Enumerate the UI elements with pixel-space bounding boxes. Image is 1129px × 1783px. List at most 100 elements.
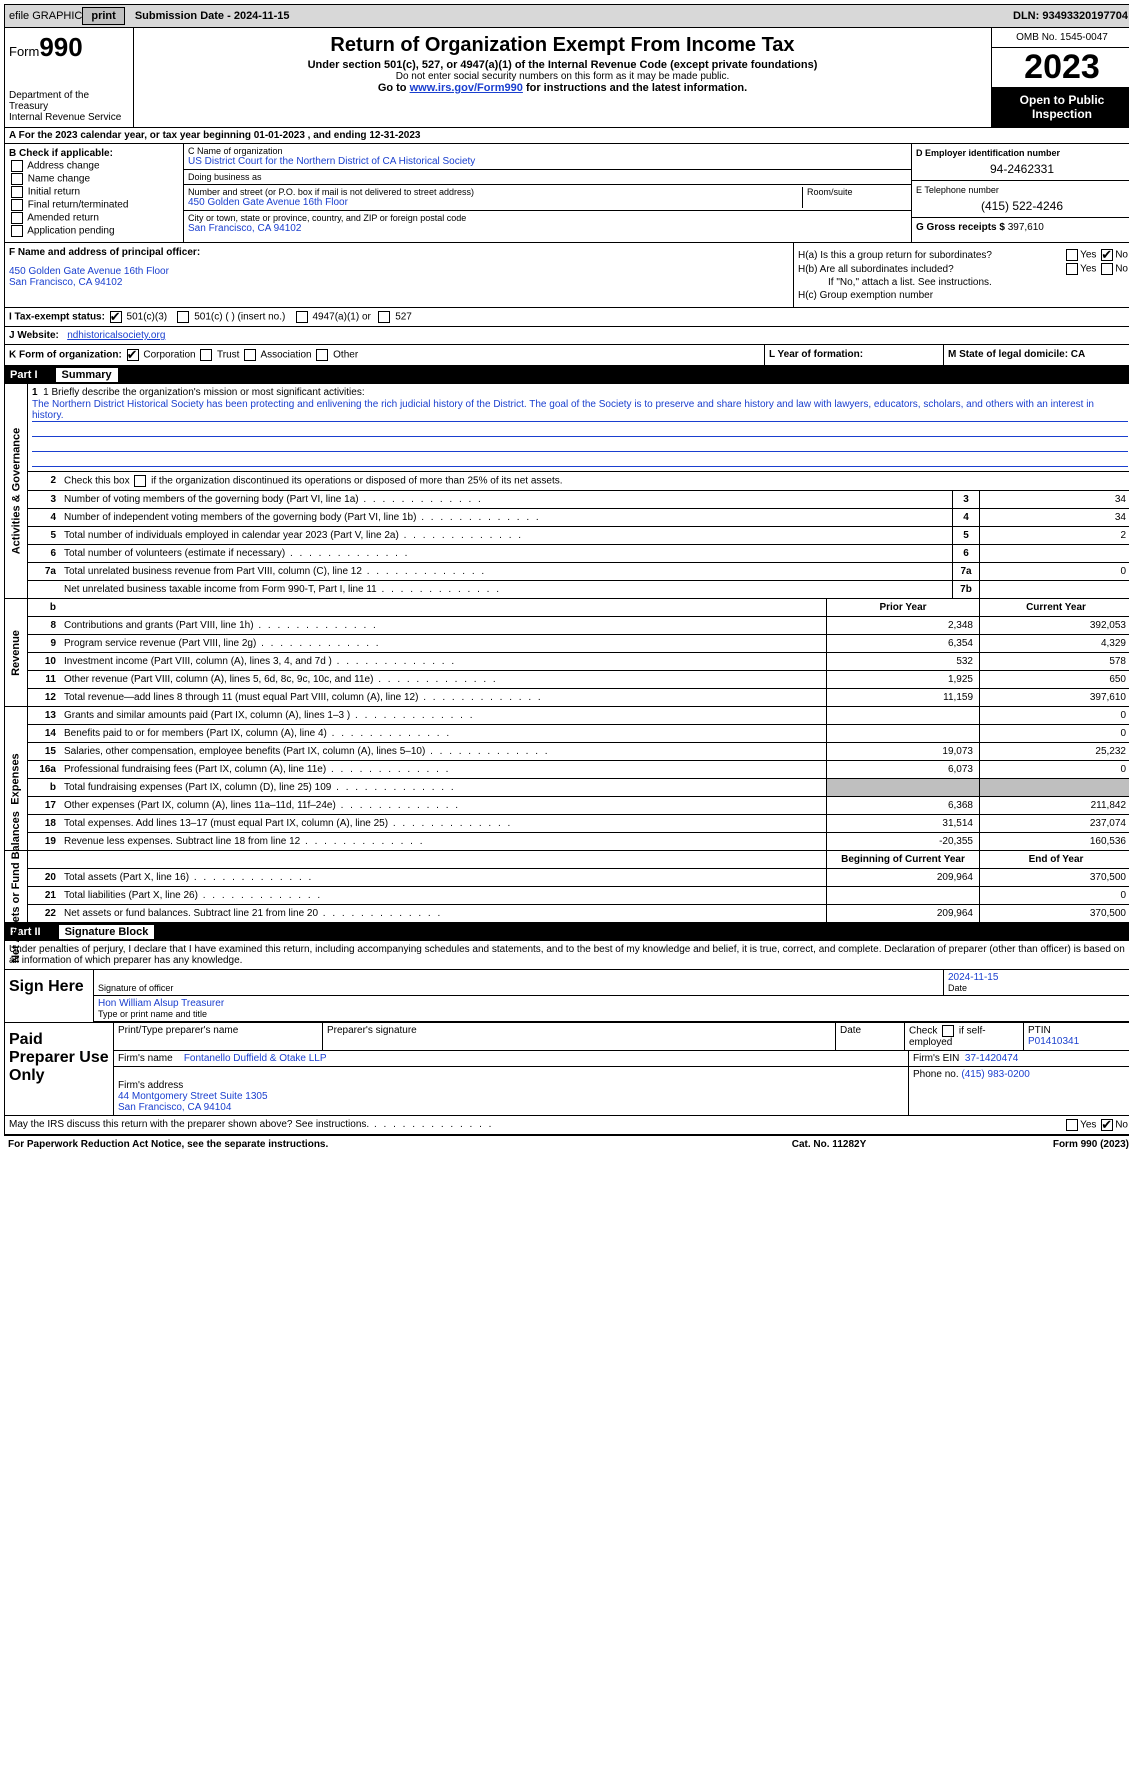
sign-here-label: Sign Here bbox=[5, 970, 94, 1022]
table-row: 4Number of independent voting members of… bbox=[28, 509, 1129, 527]
table-row: Net unrelated business taxable income fr… bbox=[28, 581, 1129, 598]
part2-header: Part II Signature Block bbox=[4, 923, 1129, 941]
table-row: 22Net assets or fund balances. Subtract … bbox=[28, 905, 1129, 922]
table-row: 14Benefits paid to or for members (Part … bbox=[28, 725, 1129, 743]
chk-amended-return[interactable]: Amended return bbox=[9, 212, 179, 224]
ha-yesno[interactable]: Yes No bbox=[1064, 249, 1128, 261]
irs-link[interactable]: www.irs.gov/Form990 bbox=[410, 82, 523, 94]
officer-addr1: 450 Golden Gate Avenue 16th Floor bbox=[9, 266, 789, 277]
chk-501c3[interactable] bbox=[110, 311, 122, 323]
col-b-checkboxes: B Check if applicable: Address change Na… bbox=[5, 144, 184, 242]
chk-discontinued[interactable] bbox=[134, 475, 146, 487]
sig-date-label: Date bbox=[948, 983, 1128, 993]
block-j-website: J Website: ndhistoricalsociety.org bbox=[4, 327, 1129, 345]
table-row: 9Program service revenue (Part VIII, lin… bbox=[28, 635, 1129, 653]
hdr-prior-year: Prior Year bbox=[826, 599, 979, 616]
sig-officer-label: Signature of officer bbox=[98, 983, 939, 993]
form-title: Return of Organization Exempt From Incom… bbox=[138, 34, 987, 57]
paperwork-notice: For Paperwork Reduction Act Notice, see … bbox=[8, 1139, 729, 1150]
prep-name-label: Print/Type preparer's name bbox=[114, 1023, 323, 1050]
hb-note: If "No," attach a list. See instructions… bbox=[798, 277, 1128, 288]
website-link[interactable]: ndhistoricalsociety.org bbox=[67, 330, 165, 341]
line2-desc: Check this box Check this box if the org… bbox=[60, 472, 1129, 490]
chk-name-change[interactable]: Name change bbox=[9, 173, 179, 185]
firm-name-label: Firm's name bbox=[118, 1053, 173, 1064]
prep-sig-label: Preparer's signature bbox=[323, 1023, 836, 1050]
chk-assoc[interactable] bbox=[244, 349, 256, 361]
table-row: 7aTotal unrelated business revenue from … bbox=[28, 563, 1129, 581]
signature-block: Under penalties of perjury, I declare th… bbox=[4, 941, 1129, 1135]
ein-label: D Employer identification number bbox=[916, 148, 1060, 158]
prep-selfemp[interactable]: Check if self-employed bbox=[905, 1023, 1024, 1050]
gross-label: G Gross receipts $ bbox=[916, 222, 1005, 233]
chk-final-return[interactable]: Final return/terminated bbox=[9, 199, 179, 211]
chk-527[interactable] bbox=[378, 311, 390, 323]
vtab-rev: Revenue bbox=[10, 630, 22, 676]
paid-preparer-label: Paid Preparer Use Only bbox=[5, 1023, 114, 1115]
prep-date-label: Date bbox=[836, 1023, 905, 1050]
sig-date: 2024-11-15 bbox=[948, 972, 1128, 983]
table-row: 20Total assets (Part X, line 16)209,9643… bbox=[28, 869, 1129, 887]
part1-header: Part I Summary bbox=[4, 366, 1129, 384]
submission-date: Submission Date - 2024-11-15 bbox=[135, 10, 290, 22]
form-header: Form990 Department of the Treasury Inter… bbox=[4, 28, 1129, 128]
section-net-assets: Net Assets or Fund Balances Beginning of… bbox=[4, 851, 1129, 923]
table-row: 17Other expenses (Part IX, column (A), l… bbox=[28, 797, 1129, 815]
page-footer: For Paperwork Reduction Act Notice, see … bbox=[4, 1135, 1129, 1153]
table-row: 11Other revenue (Part VIII, column (A), … bbox=[28, 671, 1129, 689]
chk-501c[interactable] bbox=[177, 311, 189, 323]
section-activities-governance: Activities & Governance 1 1 Briefly desc… bbox=[4, 384, 1129, 599]
city-value: San Francisco, CA 94102 bbox=[188, 223, 907, 234]
table-row: bTotal fundraising expenses (Part IX, co… bbox=[28, 779, 1129, 797]
row-a-period: A For the 2023 calendar year, or tax yea… bbox=[4, 128, 1129, 144]
col-c-org-info: C Name of organization US District Court… bbox=[184, 144, 911, 242]
chk-address-change[interactable]: Address change bbox=[9, 160, 179, 172]
table-row: 16aProfessional fundraising fees (Part I… bbox=[28, 761, 1129, 779]
chk-corp[interactable] bbox=[127, 349, 139, 361]
subtitle-1: Under section 501(c), 527, or 4947(a)(1)… bbox=[138, 59, 987, 71]
hb-label: H(b) Are all subordinates included? bbox=[798, 264, 1064, 275]
ptin-label: PTIN bbox=[1028, 1025, 1128, 1036]
city-label: City or town, state or province, country… bbox=[188, 213, 907, 223]
firm-addr: 44 Montgomery Street Suite 1305 San Fran… bbox=[118, 1091, 268, 1113]
mission-text: The Northern District Historical Society… bbox=[32, 399, 1128, 422]
chk-initial-return[interactable]: Initial return bbox=[9, 186, 179, 198]
chk-app-pending[interactable]: Application pending bbox=[9, 225, 179, 237]
table-row: 6Total number of volunteers (estimate if… bbox=[28, 545, 1129, 563]
hb-yesno[interactable]: Yes No bbox=[1064, 263, 1128, 275]
phone-label: Phone no. bbox=[913, 1069, 959, 1080]
ptin-value: P01410341 bbox=[1028, 1036, 1128, 1047]
table-row: 10Investment income (Part VIII, column (… bbox=[28, 653, 1129, 671]
gross-value: 397,610 bbox=[1008, 222, 1044, 233]
chk-other[interactable] bbox=[316, 349, 328, 361]
table-row: 13Grants and similar amounts paid (Part … bbox=[28, 707, 1129, 725]
dba-label: Doing business as bbox=[188, 172, 907, 182]
tel-label: E Telephone number bbox=[916, 185, 1128, 195]
org-name: US District Court for the Northern Distr… bbox=[188, 156, 907, 167]
mission-block: 1 1 Briefly describe the organization's … bbox=[28, 384, 1129, 472]
may-irs-discuss: May the IRS discuss this return with the… bbox=[9, 1119, 1064, 1131]
hdr-eoy: End of Year bbox=[979, 851, 1129, 868]
vtab-exp: Expenses bbox=[10, 753, 22, 804]
block-bcd: B Check if applicable: Address change Na… bbox=[4, 144, 1129, 243]
col-f-officer: F Name and address of principal officer:… bbox=[5, 243, 793, 307]
dln: DLN: 93493320197704 bbox=[1013, 10, 1128, 22]
firm-name: Fontanello Duffield & Otake LLP bbox=[184, 1053, 327, 1064]
form-number: Form990 bbox=[9, 32, 129, 63]
chk-4947[interactable] bbox=[296, 311, 308, 323]
hc-label: H(c) Group exemption number bbox=[798, 290, 1128, 301]
org-name-label: C Name of organization bbox=[188, 146, 907, 156]
print-button[interactable]: print bbox=[82, 7, 124, 25]
table-row: 21Total liabilities (Part X, line 26)0 bbox=[28, 887, 1129, 905]
street-label: Number and street (or P.O. box if mail i… bbox=[188, 187, 802, 197]
ha-label: H(a) Is this a group return for subordin… bbox=[798, 250, 1064, 261]
firm-addr-label: Firm's address bbox=[118, 1080, 183, 1091]
vtab-ag: Activities & Governance bbox=[10, 428, 22, 555]
may-irs-yesno[interactable]: Yes No bbox=[1064, 1119, 1128, 1131]
hdr-current-year: Current Year bbox=[979, 599, 1129, 616]
officer-addr2: San Francisco, CA 94102 bbox=[9, 277, 789, 288]
table-row: 5Total number of individuals employed in… bbox=[28, 527, 1129, 545]
tax-year: 2023 bbox=[992, 48, 1129, 87]
form-ref: Form 990 (2023) bbox=[929, 1139, 1129, 1150]
chk-trust[interactable] bbox=[200, 349, 212, 361]
